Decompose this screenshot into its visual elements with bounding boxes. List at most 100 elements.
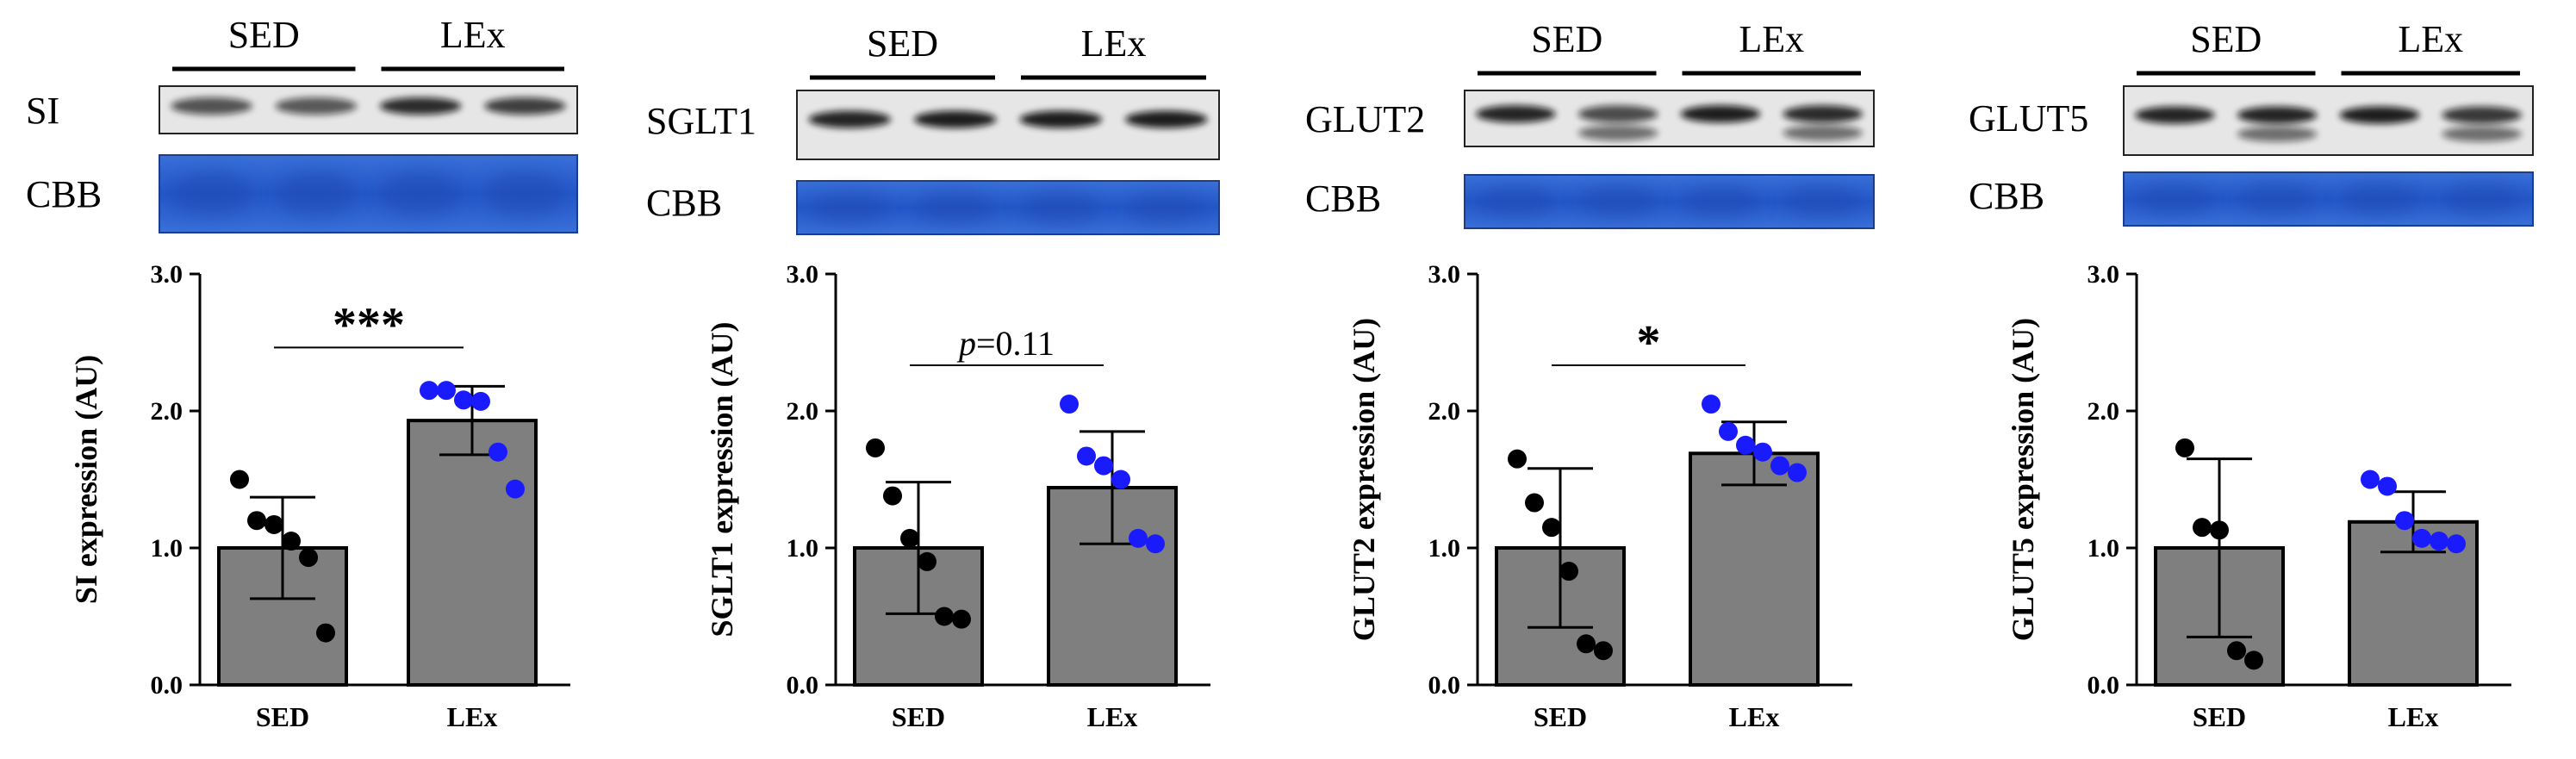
blot-band [2135, 106, 2215, 124]
data-point-sed [1508, 449, 1527, 469]
data-point-lex [488, 442, 507, 462]
blot-band-lower [2237, 126, 2318, 142]
group-header-label: LEx [1081, 22, 1147, 65]
x-tick-label: SED [256, 701, 309, 732]
x-tick-label: LEx [2388, 701, 2439, 732]
data-point-lex [1094, 456, 1113, 476]
data-point-sed [2193, 518, 2212, 538]
x-tick-label: LEx [1729, 701, 1780, 732]
x-tick-label: LEx [1087, 701, 1138, 732]
data-point-sed [900, 528, 919, 548]
data-point-sed [2210, 520, 2229, 540]
protein-label: GLUT5 [1969, 97, 2088, 140]
y-tick-label: 2.0 [151, 397, 184, 426]
y-tick-label: 3.0 [1428, 260, 1461, 289]
x-tick-label: SED [2193, 701, 2246, 732]
data-point-lex [1702, 395, 1720, 414]
blot-band [1476, 105, 1556, 123]
loading-control-label: CBB [1305, 177, 1381, 220]
data-point-sed [935, 607, 954, 626]
data-point-sed [952, 609, 971, 629]
data-point-lex [2378, 476, 2397, 496]
data-point-sed [883, 486, 902, 506]
cbb-lane [484, 171, 566, 217]
data-point-lex [2395, 511, 2414, 531]
data-point-sed [2227, 641, 2246, 661]
data-point-lex [1060, 395, 1079, 414]
data-point-lex [1111, 470, 1130, 489]
loading-control-label: CBB [26, 173, 102, 215]
data-point-sed [1559, 562, 1578, 582]
cbb-lane [808, 191, 892, 224]
data-point-lex [1736, 435, 1755, 455]
blot-band [484, 97, 566, 115]
y-tick-label: 1.0 [1428, 534, 1461, 563]
cbb-lane [2339, 183, 2420, 215]
data-point-sed [1577, 634, 1596, 654]
data-point-sed [299, 548, 318, 568]
y-tick-label: 3.0 [151, 260, 184, 289]
blot-band [1019, 110, 1103, 128]
protein-label: SI [26, 90, 59, 132]
cbb-lane [1019, 191, 1103, 224]
x-tick-label: LEx [447, 701, 498, 732]
data-point-sed [1594, 641, 1613, 661]
protein-label: SGLT1 [646, 100, 756, 142]
y-tick-label: 1.0 [2088, 534, 2120, 563]
bar-lex [1047, 486, 1178, 687]
data-point-sed [2175, 438, 2194, 457]
blot-band [808, 110, 892, 128]
data-point-lex [454, 390, 473, 410]
blot-band-lower [1783, 125, 1863, 141]
cbb-lane [379, 171, 462, 217]
data-point-sed [918, 551, 936, 571]
panel-sglt1: SED LEx SGLT1 CBB 0.0 1.0 2.0 3.0 SGLT1 expressi… [646, 22, 1220, 732]
group-header-label: LEx [2398, 18, 2463, 60]
x-tick-label: SED [1534, 701, 1587, 732]
loading-control-label: CBB [1969, 175, 2044, 217]
y-tick-label: 1.0 [787, 534, 819, 563]
cbb-lane [171, 171, 252, 217]
protein-label: GLUT2 [1305, 98, 1425, 140]
blot-band [2237, 106, 2318, 124]
group-header-label: SED [867, 22, 938, 65]
blot-band [2442, 106, 2522, 124]
y-axis-label: GLUT2 expression (AU) [1347, 318, 1381, 641]
loading-control-label: CBB [646, 182, 722, 224]
data-point-sed [866, 438, 885, 457]
data-point-lex [1770, 456, 1789, 476]
data-point-lex [437, 381, 456, 401]
y-tick-label: 3.0 [2088, 260, 2120, 289]
data-point-sed [282, 532, 301, 551]
y-tick-label: 3.0 [787, 260, 819, 289]
blot-band [1783, 105, 1863, 123]
data-point-lex [2430, 532, 2448, 551]
data-point-lex [1788, 463, 1807, 482]
cbb-lane [2442, 183, 2522, 215]
cbb-lane [1124, 191, 1208, 224]
significance-marker: * [1637, 316, 1661, 370]
blot-band [2339, 106, 2420, 124]
y-tick-label: 2.0 [1428, 397, 1461, 426]
x-tick-label: SED [892, 701, 945, 732]
blot-band [171, 97, 252, 115]
blot-band-lower [2442, 126, 2522, 142]
panel-si: SED LEx SI CBB 0.0 1.0 2.0 3.0 SI expression (AU… [26, 14, 578, 732]
group-header-label: LEx [1739, 18, 1804, 60]
blot-band [275, 97, 358, 115]
cbb-lane [1577, 185, 1658, 218]
significance-marker: *** [333, 298, 405, 352]
y-axis-label: SGLT1 expression (AU) [705, 321, 739, 637]
y-tick-label: 2.0 [2088, 397, 2120, 426]
blot-band-lower [1577, 125, 1658, 141]
data-point-lex [420, 381, 439, 401]
y-axis-label: GLUT5 expression (AU) [2006, 318, 2040, 641]
y-axis-label: SI expression (AU) [69, 355, 103, 604]
data-point-lex [1077, 446, 1096, 466]
group-header-label: SED [1531, 18, 1602, 60]
cbb-lane [1476, 185, 1556, 218]
cbb-lane [913, 191, 997, 224]
panel-glut2: SED LEx GLUT2 CBB 0.0 1.0 2.0 3.0 GLUT2 expressi… [1305, 18, 1875, 732]
y-tick-label: 0.0 [1428, 671, 1461, 700]
